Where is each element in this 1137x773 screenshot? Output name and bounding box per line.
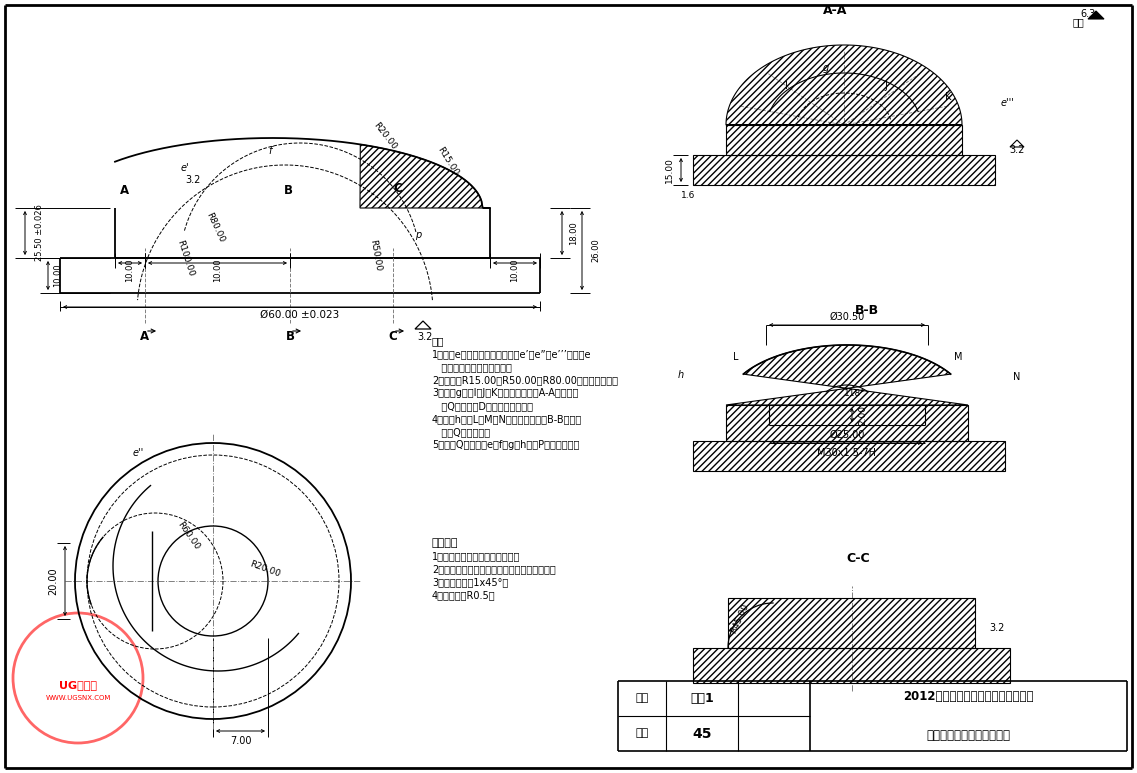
Text: 技术要求: 技术要求 <box>432 538 458 548</box>
Text: B: B <box>283 183 292 196</box>
Text: e''': e''' <box>1001 98 1014 108</box>
Text: 25.50 ±0.026: 25.50 ±0.026 <box>35 205 44 261</box>
Text: A: A <box>121 183 130 196</box>
Text: 5、曲面Q为过曲线e、f、g、h及点P的光滑曲面。: 5、曲面Q为过曲线e、f、g、h及点P的光滑曲面。 <box>432 440 580 450</box>
Text: p: p <box>415 230 421 240</box>
Text: R20.00: R20.00 <box>372 121 398 152</box>
Text: e': e' <box>181 163 190 173</box>
Text: 6.3: 6.3 <box>1080 9 1096 19</box>
Text: 2012山东省职业院校技能大赛高词组: 2012山东省职业院校技能大赛高词组 <box>903 690 1034 703</box>
Text: 其余: 其余 <box>1072 17 1084 27</box>
Text: 3.2: 3.2 <box>417 332 433 342</box>
Text: R60.00: R60.00 <box>175 520 201 552</box>
Text: C: C <box>389 331 397 343</box>
Text: e'': e'' <box>132 448 143 458</box>
Text: f: f <box>268 146 272 156</box>
Text: A: A <box>141 331 150 343</box>
Text: R20.00: R20.00 <box>248 560 282 579</box>
Text: 10.00: 10.00 <box>511 258 520 282</box>
Text: 3、未注倒角为1x45°；: 3、未注倒角为1x45°； <box>432 577 508 587</box>
Text: J: J <box>885 81 888 91</box>
Text: 10.00: 10.00 <box>213 258 222 282</box>
Text: 2、曲线由R15.00、R50.00和R80.00三段圆弧构成；: 2、曲线由R15.00、R50.00和R80.00三段圆弧构成； <box>432 375 619 385</box>
Text: 4、未注圆角R0.5。: 4、未注圆角R0.5。 <box>432 590 496 600</box>
Text: A-A: A-A <box>823 5 847 18</box>
Text: 曲面Q的轮廓线；: 曲面Q的轮廓线； <box>432 427 490 437</box>
Text: Ø60.00 ±0.023: Ø60.00 ±0.023 <box>260 310 340 320</box>
Text: C: C <box>393 182 402 195</box>
Text: R100.00: R100.00 <box>175 239 196 278</box>
Text: 机械产品数控加工项目样题: 机械产品数控加工项目样题 <box>927 729 1011 742</box>
Text: 15.00: 15.00 <box>664 157 673 183</box>
Text: Ø25.00: Ø25.00 <box>829 430 864 440</box>
Text: 名称: 名称 <box>636 693 648 703</box>
Text: g: g <box>823 63 829 73</box>
Text: UG爱好者: UG爱好者 <box>59 680 97 690</box>
Text: 1.6: 1.6 <box>681 190 695 199</box>
Text: R50.00: R50.00 <box>367 238 382 271</box>
Text: 7.00: 7.00 <box>230 736 251 746</box>
Text: WWW.UGSNX.COM: WWW.UGSNX.COM <box>45 695 110 701</box>
Text: C-C: C-C <box>846 551 870 564</box>
Text: R45.00: R45.00 <box>729 601 750 635</box>
Text: 3.2: 3.2 <box>989 623 1005 633</box>
Text: 45: 45 <box>692 727 712 741</box>
Text: 10.00: 10.00 <box>53 264 63 288</box>
Text: 3.2: 3.2 <box>1010 145 1024 155</box>
Text: B-B: B-B <box>855 305 879 318</box>
Text: 2.00: 2.00 <box>858 405 868 425</box>
Text: 面Q（被平面D截切）的轮廓线；: 面Q（被平面D截切）的轮廓线； <box>432 401 533 411</box>
Text: 材料: 材料 <box>636 728 648 738</box>
Text: R15.00: R15.00 <box>435 145 460 177</box>
Text: 10.00: 10.00 <box>125 258 134 282</box>
Text: 3.2: 3.2 <box>185 175 201 185</box>
Text: I: I <box>785 81 788 91</box>
Polygon shape <box>1088 11 1104 19</box>
Text: K: K <box>945 92 951 102</box>
Text: B: B <box>285 331 294 343</box>
Text: 118°: 118° <box>844 389 866 397</box>
Text: M: M <box>954 352 962 362</box>
Text: 2、曲面表面必须光滑连续，不允许出现折痕；: 2、曲面表面必须光滑连续，不允许出现折痕； <box>432 564 556 574</box>
Text: 3、曲线g为过I、J、K三点的圆弧，为A-A截面取曲: 3、曲线g为过I、J、K三点的圆弧，为A-A截面取曲 <box>432 388 579 398</box>
Text: 1、零件表面无任何划伤、毛刺；: 1、零件表面无任何划伤、毛刺； <box>432 551 521 561</box>
Text: 注：: 注： <box>432 336 445 346</box>
Text: M30x1.5-7H: M30x1.5-7H <box>818 448 877 458</box>
Text: 零件1: 零件1 <box>690 692 714 705</box>
Text: 18.00: 18.00 <box>570 221 579 245</box>
Text: N: N <box>1013 372 1021 382</box>
Text: 20.00: 20.00 <box>48 567 58 594</box>
Text: 26.00: 26.00 <box>591 239 600 262</box>
Text: 1、曲线e是一条空间曲线；曲线e’、e”、e’’’是曲线e: 1、曲线e是一条空间曲线；曲线e’、e”、e’’’是曲线e <box>432 349 591 359</box>
Text: 4、曲线h为过L、M、N三点的圆弧，为B-B截面取: 4、曲线h为过L、M、N三点的圆弧，为B-B截面取 <box>432 414 582 424</box>
Text: Ø30.50: Ø30.50 <box>829 312 864 322</box>
Text: L: L <box>733 352 739 362</box>
Text: h: h <box>678 370 684 380</box>
Text: 在对应三个视图上的投影；: 在对应三个视图上的投影； <box>432 362 512 372</box>
Text: R80.00: R80.00 <box>205 212 226 244</box>
